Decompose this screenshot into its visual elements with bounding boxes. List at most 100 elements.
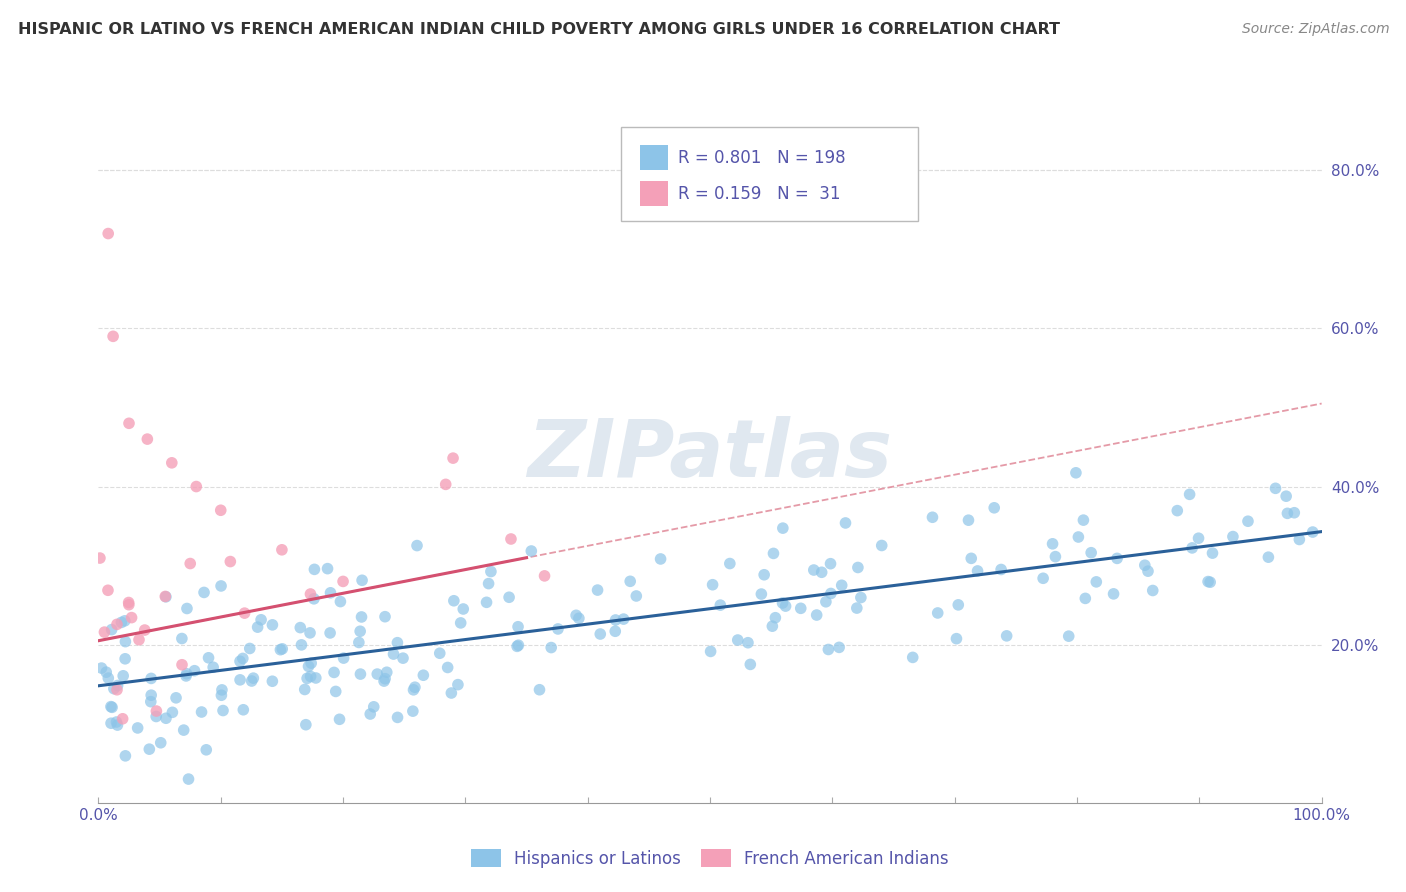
Point (299, 656, 322, 670)
Point (179, 557, 201, 571)
Point (270, 542, 294, 557)
Point (820, 586, 842, 600)
Point (1166, 503, 1188, 517)
Point (295, 671, 318, 685)
Point (174, 669, 197, 683)
Point (97, 227, 120, 241)
Point (870, 539, 893, 553)
Point (1288, 533, 1310, 547)
Point (1178, 487, 1201, 501)
Point (406, 539, 429, 553)
Point (387, 635, 409, 649)
Point (775, 599, 797, 613)
Point (297, 659, 319, 673)
Point (387, 710, 409, 724)
Point (302, 591, 325, 606)
Point (295, 717, 318, 731)
Point (233, 606, 256, 620)
Point (529, 682, 551, 697)
Point (101, 329, 124, 343)
Point (1107, 551, 1129, 566)
Point (240, 673, 263, 688)
Point (319, 626, 342, 640)
Point (605, 624, 627, 639)
Point (1042, 537, 1064, 551)
Point (121, 610, 143, 624)
Point (239, 641, 262, 656)
Point (89, 551, 111, 566)
Point (1197, 574, 1219, 589)
Point (139, 695, 162, 709)
Point (305, 671, 328, 685)
Point (820, 557, 842, 571)
Point (849, 591, 872, 605)
Point (347, 635, 370, 649)
Point (170, 632, 193, 646)
Point (772, 521, 794, 535)
Point (183, 664, 205, 678)
Point (186, 479, 208, 493)
Point (605, 613, 627, 627)
Point (114, 748, 136, 763)
Text: ZIPatlas: ZIPatlas (527, 416, 893, 494)
Point (540, 640, 562, 655)
Point (96, 665, 118, 680)
Point (702, 578, 724, 592)
Point (97, 583, 120, 598)
Point (111, 712, 134, 726)
Point (901, 650, 924, 665)
Point (751, 587, 773, 601)
Point (846, 560, 869, 574)
Point (97, 671, 120, 685)
Point (803, 563, 825, 577)
Point (810, 566, 832, 580)
Point (957, 513, 980, 527)
Point (118, 598, 141, 612)
Point (498, 591, 520, 605)
Point (1067, 530, 1090, 544)
Point (105, 714, 128, 729)
Point (100, 699, 122, 714)
Point (374, 672, 396, 686)
Point (1302, 524, 1324, 539)
Point (650, 552, 672, 566)
Point (1199, 575, 1222, 590)
Point (806, 608, 828, 623)
Point (1201, 546, 1223, 560)
Point (136, 432, 159, 446)
Point (382, 647, 405, 661)
Point (304, 562, 326, 576)
Point (110, 615, 132, 630)
Point (506, 620, 529, 634)
Point (323, 665, 346, 680)
Point (1257, 550, 1279, 565)
Point (209, 688, 232, 702)
Point (589, 627, 612, 641)
Point (352, 574, 374, 588)
Point (727, 633, 749, 648)
Point (506, 640, 529, 654)
Point (101, 700, 124, 714)
Point (290, 638, 312, 652)
Point (402, 682, 425, 697)
Point (117, 595, 139, 609)
Point (375, 665, 398, 680)
Point (479, 565, 502, 579)
Point (155, 590, 177, 604)
Point (772, 596, 794, 610)
Point (359, 706, 381, 721)
Point (118, 417, 141, 431)
Point (299, 626, 322, 640)
Point (165, 690, 187, 705)
Point (316, 561, 339, 575)
Point (752, 567, 775, 582)
Point (1142, 583, 1164, 598)
Point (990, 562, 1012, 576)
Point (114, 652, 136, 666)
Point (447, 678, 470, 692)
Point (586, 583, 609, 598)
Point (440, 686, 463, 700)
Point (477, 576, 499, 591)
Point (349, 624, 371, 639)
Point (193, 585, 215, 599)
